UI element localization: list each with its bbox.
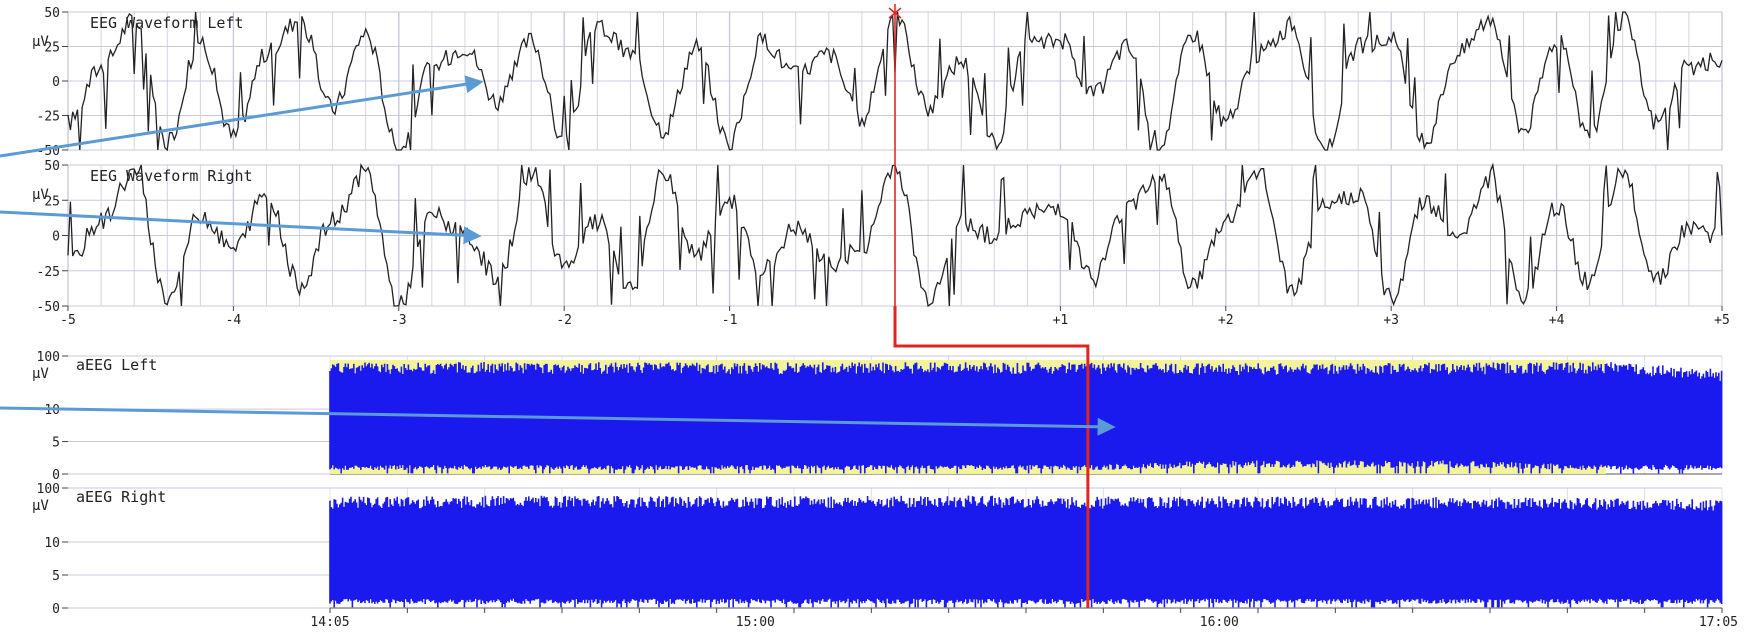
x-tick-label: 14:05: [310, 615, 349, 630]
x-tick-label: -1: [722, 313, 738, 328]
y-unit-label: µV: [32, 366, 49, 382]
annotation-arrow: [0, 210, 482, 245]
x-tick-label: -2: [556, 313, 572, 328]
x-tick-label: 15:00: [736, 615, 775, 630]
y-tick-label: 100: [37, 350, 60, 365]
x-tick-label: 17:05: [1699, 615, 1738, 630]
y-tick-label: 50: [44, 159, 60, 174]
x-tick-label: -3: [391, 313, 407, 328]
y-tick-label: 50: [44, 6, 60, 21]
panel-title: EEG Waveform Right: [90, 167, 253, 185]
y-unit-label: µV: [32, 498, 49, 514]
eeg-panel-right: 50 25 0 -25 -50 µV EEG Waveform Right -5 -4 -3 -2 -…: [32, 159, 1730, 328]
aeeg-trace-right: [329, 495, 1723, 608]
y-tick-label: 0: [52, 468, 60, 483]
x-tick-label: +3: [1383, 313, 1399, 328]
y-tick-label: -25: [37, 265, 60, 280]
y-tick-label: 100: [37, 482, 60, 497]
y-unit-label: µV: [32, 34, 49, 50]
x-tick-label: +5: [1714, 313, 1730, 328]
x-tick-label: +4: [1549, 313, 1565, 328]
y-tick-label: 5: [52, 569, 60, 584]
y-tick-label: 0: [52, 75, 60, 90]
y-tick-label: 0: [52, 230, 60, 245]
x-tick-label: -4: [226, 313, 242, 328]
annotation-arrow: [0, 75, 484, 158]
event-marker-cross: [888, 7, 902, 19]
event-marker-link: [893, 306, 1090, 608]
y-tick-label: -50: [37, 300, 60, 315]
panel-title: aEEG Left: [76, 356, 157, 374]
y-tick-label: -25: [37, 110, 60, 125]
x-tick-label: +2: [1218, 313, 1234, 328]
y-tick-label: 10: [44, 403, 60, 418]
y-tick-label: 25: [44, 194, 60, 209]
y-tick-label: 5: [52, 436, 60, 451]
panel-title: aEEG Right: [76, 488, 166, 506]
x-tick-label: +1: [1053, 313, 1069, 328]
y-tick-label: 10: [44, 536, 60, 551]
x-tick-label: 16:00: [1200, 615, 1239, 630]
annotation-arrow: [0, 406, 1116, 436]
y-tick-label: 25: [44, 41, 60, 56]
panel-title: EEG Waveform Left: [90, 14, 244, 32]
y-tick-label: 0: [52, 602, 60, 617]
x-tick-label: -5: [60, 313, 76, 328]
y-unit-label: µV: [32, 187, 49, 203]
